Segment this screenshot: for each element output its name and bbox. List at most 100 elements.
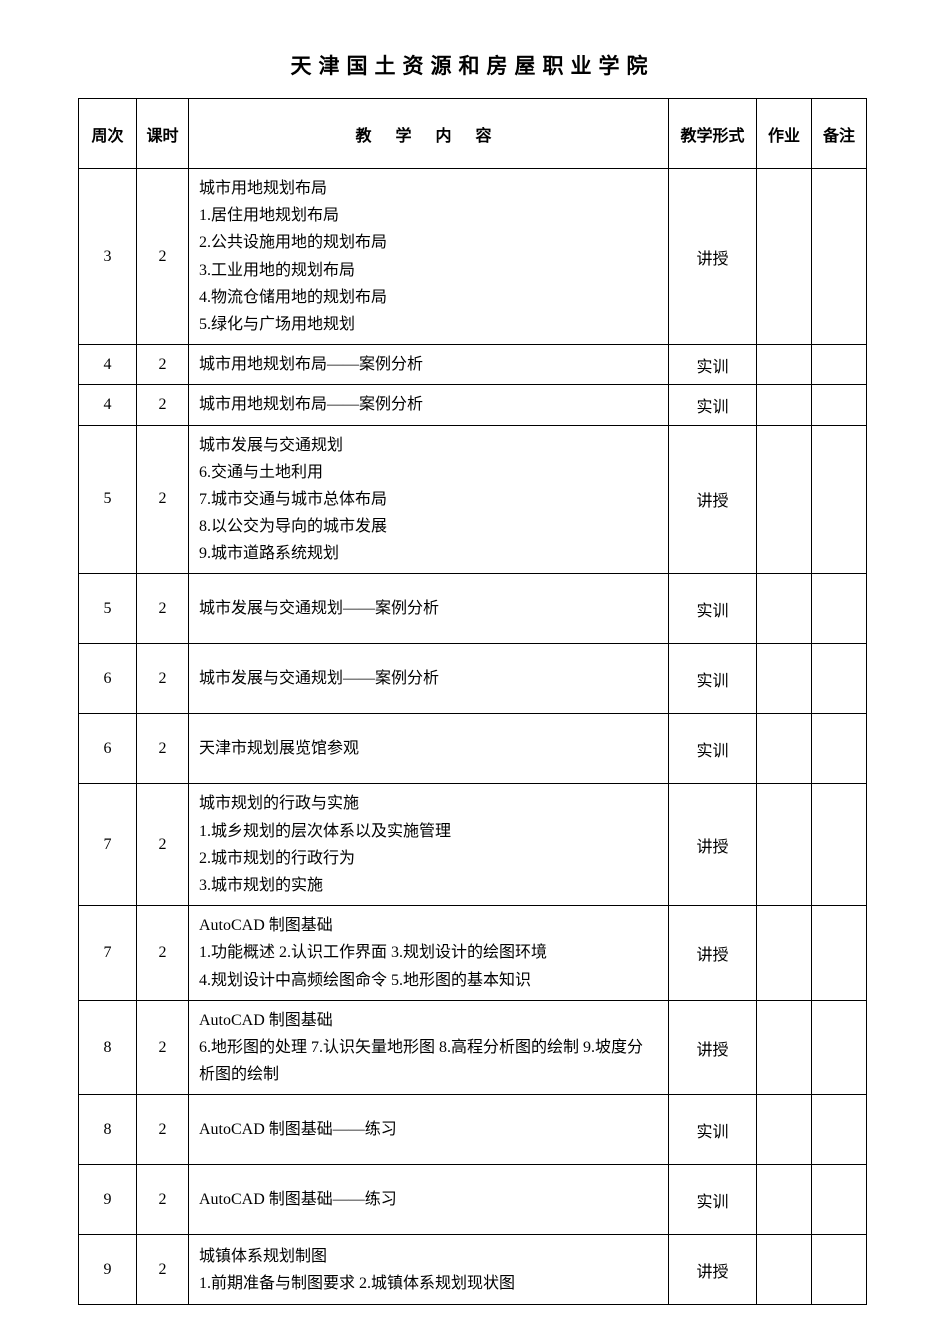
cell-content: AutoCAD 制图基础 6.地形图的处理 7.认识矢量地形图 8.高程分析图的… [189, 1000, 669, 1095]
cell-week: 9 [79, 1235, 137, 1305]
cell-content: 天津市规划展览馆参观 [189, 714, 669, 784]
cell-week: 5 [79, 425, 137, 574]
table-row: 72城市规划的行政与实施 1.城乡规划的层次体系以及实施管理 2.城市规划的行政… [79, 784, 867, 906]
cell-week: 3 [79, 169, 137, 345]
cell-content: 城市发展与交通规划——案例分析 [189, 644, 669, 714]
cell-hours: 2 [137, 385, 189, 425]
table-row: 82AutoCAD 制图基础 6.地形图的处理 7.认识矢量地形图 8.高程分析… [79, 1000, 867, 1095]
cell-note [812, 1235, 867, 1305]
cell-week: 5 [79, 574, 137, 644]
cell-content: AutoCAD 制图基础 1.功能概述 2.认识工作界面 3.规划设计的绘图环境… [189, 906, 669, 1001]
table-row: 62天津市规划展览馆参观实训 [79, 714, 867, 784]
cell-form: 讲授 [669, 1235, 757, 1305]
cell-content: 城市用地规划布局 1.居住用地规划布局 2.公共设施用地的规划布局 3.工业用地… [189, 169, 669, 345]
table-row: 72AutoCAD 制图基础 1.功能概述 2.认识工作界面 3.规划设计的绘图… [79, 906, 867, 1001]
cell-content: AutoCAD 制图基础——练习 [189, 1095, 669, 1165]
cell-note [812, 1165, 867, 1235]
cell-content: 城市规划的行政与实施 1.城乡规划的层次体系以及实施管理 2.城市规划的行政行为… [189, 784, 669, 906]
cell-note [812, 385, 867, 425]
cell-homework [757, 644, 812, 714]
cell-hours: 2 [137, 1235, 189, 1305]
table-header-row: 周次 课时 教 学 内 容 教学形式 作业 备注 [79, 99, 867, 169]
cell-hours: 2 [137, 345, 189, 385]
col-header-hours: 课时 [137, 99, 189, 169]
cell-note [812, 574, 867, 644]
cell-note [812, 906, 867, 1001]
table-row: 82AutoCAD 制图基础——练习实训 [79, 1095, 867, 1165]
cell-hours: 2 [137, 714, 189, 784]
cell-form: 讲授 [669, 425, 757, 574]
page-title: 天津国土资源和房屋职业学院 [78, 50, 867, 80]
cell-form: 实训 [669, 1165, 757, 1235]
col-header-content: 教 学 内 容 [189, 99, 669, 169]
cell-note [812, 644, 867, 714]
cell-week: 9 [79, 1165, 137, 1235]
cell-hours: 2 [137, 1165, 189, 1235]
cell-week: 8 [79, 1000, 137, 1095]
cell-homework [757, 784, 812, 906]
cell-note [812, 169, 867, 345]
cell-homework [757, 425, 812, 574]
schedule-table: 周次 课时 教 学 内 容 教学形式 作业 备注 32城市用地规划布局 1.居住… [78, 98, 867, 1305]
cell-homework [757, 385, 812, 425]
cell-form: 实训 [669, 345, 757, 385]
cell-homework [757, 1000, 812, 1095]
cell-week: 6 [79, 714, 137, 784]
cell-hours: 2 [137, 784, 189, 906]
cell-homework [757, 1165, 812, 1235]
cell-week: 4 [79, 345, 137, 385]
cell-content: 城市用地规划布局——案例分析 [189, 385, 669, 425]
cell-hours: 2 [137, 574, 189, 644]
cell-content: AutoCAD 制图基础——练习 [189, 1165, 669, 1235]
cell-hours: 2 [137, 1000, 189, 1095]
cell-note [812, 345, 867, 385]
cell-week: 8 [79, 1095, 137, 1165]
col-header-form: 教学形式 [669, 99, 757, 169]
cell-form: 实训 [669, 644, 757, 714]
cell-hours: 2 [137, 425, 189, 574]
cell-note [812, 1095, 867, 1165]
cell-homework [757, 345, 812, 385]
cell-content: 城镇体系规划制图 1.前期准备与制图要求 2.城镇体系规划现状图 [189, 1235, 669, 1305]
cell-homework [757, 1235, 812, 1305]
cell-hours: 2 [137, 1095, 189, 1165]
cell-form: 讲授 [669, 784, 757, 906]
cell-form: 讲授 [669, 1000, 757, 1095]
cell-form: 实训 [669, 385, 757, 425]
table-row: 42城市用地规划布局——案例分析实训 [79, 385, 867, 425]
table-row: 52城市发展与交通规划 6.交通与土地利用 7.城市交通与城市总体布局 8.以公… [79, 425, 867, 574]
cell-content: 城市用地规划布局——案例分析 [189, 345, 669, 385]
table-row: 32城市用地规划布局 1.居住用地规划布局 2.公共设施用地的规划布局 3.工业… [79, 169, 867, 345]
col-header-homework: 作业 [757, 99, 812, 169]
cell-note [812, 714, 867, 784]
table-row: 62城市发展与交通规划——案例分析实训 [79, 644, 867, 714]
table-row: 92城镇体系规划制图 1.前期准备与制图要求 2.城镇体系规划现状图讲授 [79, 1235, 867, 1305]
cell-week: 4 [79, 385, 137, 425]
cell-content: 城市发展与交通规划 6.交通与土地利用 7.城市交通与城市总体布局 8.以公交为… [189, 425, 669, 574]
cell-homework [757, 1095, 812, 1165]
cell-form: 实训 [669, 574, 757, 644]
cell-hours: 2 [137, 644, 189, 714]
col-header-week: 周次 [79, 99, 137, 169]
table-row: 42城市用地规划布局——案例分析实训 [79, 345, 867, 385]
cell-homework [757, 574, 812, 644]
cell-form: 实训 [669, 1095, 757, 1165]
cell-homework [757, 906, 812, 1001]
cell-content: 城市发展与交通规划——案例分析 [189, 574, 669, 644]
table-row: 92AutoCAD 制图基础——练习实训 [79, 1165, 867, 1235]
cell-hours: 2 [137, 169, 189, 345]
cell-week: 7 [79, 784, 137, 906]
cell-week: 6 [79, 644, 137, 714]
table-row: 52城市发展与交通规划——案例分析实训 [79, 574, 867, 644]
cell-note [812, 784, 867, 906]
cell-form: 实训 [669, 714, 757, 784]
cell-hours: 2 [137, 906, 189, 1001]
cell-homework [757, 714, 812, 784]
cell-form: 讲授 [669, 169, 757, 345]
cell-note [812, 1000, 867, 1095]
cell-homework [757, 169, 812, 345]
cell-week: 7 [79, 906, 137, 1001]
cell-form: 讲授 [669, 906, 757, 1001]
cell-note [812, 425, 867, 574]
col-header-note: 备注 [812, 99, 867, 169]
